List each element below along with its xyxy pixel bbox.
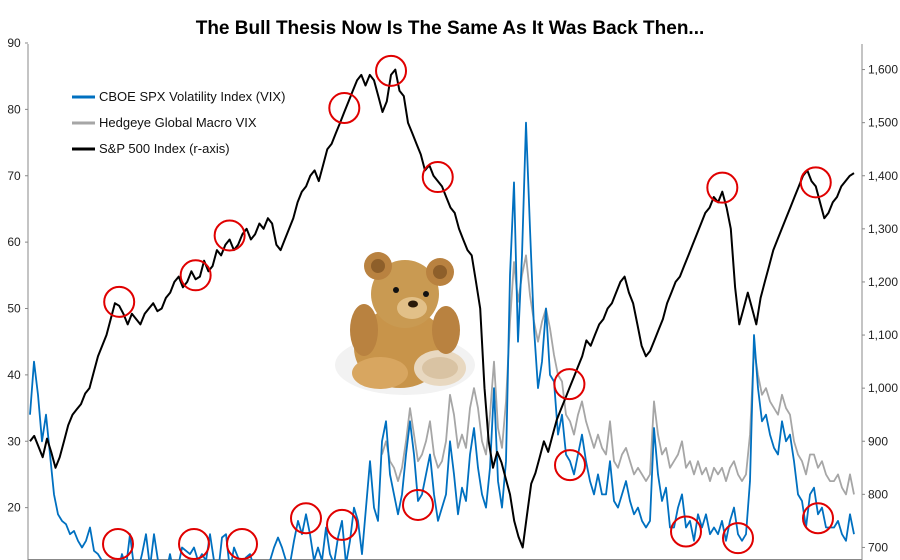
- highlight-circle-top: [799, 166, 832, 199]
- highlight-circle-bottom: [102, 528, 134, 560]
- highlight-circle-bottom: [290, 502, 322, 535]
- highlight-circle-top: [213, 219, 246, 252]
- highlight-circle-bottom: [554, 449, 586, 482]
- legend-item-spx: S&P 500 Index (r-axis): [72, 141, 230, 156]
- teddy-bear-icon: [335, 252, 475, 395]
- highlight-circle-top: [421, 161, 454, 194]
- legend-label-spx: S&P 500 Index (r-axis): [99, 141, 230, 156]
- left-axis-ticks: 20 30 40 50 60 70 80 90: [7, 36, 28, 515]
- chart-title: The Bull Thesis Now Is The Same As It Wa…: [196, 18, 705, 39]
- right-tick-label: 1,100: [868, 328, 898, 342]
- highlight-circle-top: [103, 285, 136, 318]
- highlight-circle-bottom: [722, 522, 754, 555]
- left-tick-label: 50: [7, 302, 21, 316]
- legend-label-vix: CBOE SPX Volatility Index (VIX): [99, 89, 285, 104]
- left-tick-label: 30: [7, 434, 21, 448]
- highlight-circle-top: [179, 259, 212, 292]
- highlight-circle-bottom: [326, 508, 358, 541]
- highlight-circle-bottom: [226, 528, 258, 560]
- left-tick-label: 20: [7, 501, 21, 515]
- highlight-circle-bottom: [670, 515, 702, 548]
- right-tick-label: 1,400: [868, 169, 898, 183]
- highlight-circle-bottom: [802, 502, 834, 535]
- right-axis-ticks: 700 800 900 1,000 1,100 1,200 1,300 1,400 1,500 1…: [862, 63, 898, 554]
- left-tick-label: 80: [7, 102, 21, 116]
- left-tick-label: 70: [7, 169, 21, 183]
- highlight-circle-top: [706, 171, 739, 204]
- series-line-vix: [29, 121, 855, 560]
- right-tick-label: 800: [868, 487, 888, 501]
- highlight-circle-bottom: [402, 488, 434, 521]
- legend-item-hedgeye: Hedgeye Global Macro VIX: [72, 115, 257, 130]
- series-line-hedgeye-vix: [381, 254, 855, 496]
- right-tick-label: 1,200: [868, 275, 898, 289]
- right-tick-label: 900: [868, 434, 888, 448]
- right-tick-label: 1,000: [868, 381, 898, 395]
- left-tick-label: 40: [7, 368, 21, 382]
- highlight-circle-bottom: [178, 528, 210, 560]
- right-tick-label: 700: [868, 540, 888, 554]
- legend-label-hedgeye: Hedgeye Global Macro VIX: [99, 115, 257, 130]
- highlight-circle-top: [375, 54, 408, 87]
- right-tick-label: 1,300: [868, 222, 898, 236]
- highlight-circle-top: [553, 368, 586, 401]
- highlight-circles: [102, 54, 834, 560]
- legend: CBOE SPX Volatility Index (VIX) Hedgeye …: [72, 89, 285, 156]
- left-tick-label: 90: [7, 36, 21, 50]
- highlight-circle-top: [328, 92, 361, 125]
- left-tick-label: 60: [7, 235, 21, 249]
- right-tick-label: 1,500: [868, 116, 898, 130]
- legend-item-vix: CBOE SPX Volatility Index (VIX): [72, 89, 285, 104]
- right-tick-label: 1,600: [868, 63, 898, 77]
